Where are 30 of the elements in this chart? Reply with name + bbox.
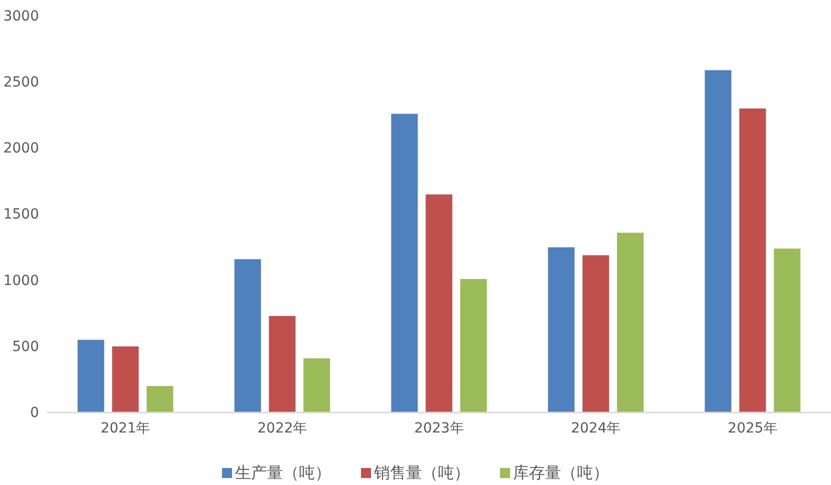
y-tick-label: 2500	[3, 74, 39, 91]
bar	[78, 340, 104, 412]
legend-label: 生产量（吨）	[235, 463, 331, 482]
bar	[774, 248, 800, 412]
bar	[426, 194, 452, 412]
legend-label: 销售量（吨）	[373, 463, 470, 482]
bar	[548, 247, 575, 412]
y-tick-label: 500	[12, 338, 39, 355]
y-tick-label: 3000	[3, 8, 39, 24]
x-tick-label: 2023年	[414, 420, 464, 436]
legend-label: 库存量（吨）	[513, 463, 609, 482]
x-tick-label: 2025年	[728, 420, 778, 436]
bar	[739, 108, 766, 412]
bar	[268, 316, 296, 412]
bar	[234, 259, 261, 412]
x-tick-label: 2022年	[257, 420, 308, 436]
y-tick-label: 0	[30, 404, 39, 421]
bar	[582, 255, 610, 412]
bar	[391, 114, 418, 412]
bar	[303, 358, 330, 412]
y-tick-label: 2000	[3, 140, 39, 157]
bar	[704, 70, 732, 412]
y-tick-label: 1000	[3, 272, 39, 289]
bar	[617, 232, 644, 412]
x-tick-label: 2024年	[570, 420, 621, 436]
bar	[112, 346, 139, 412]
y-tick-label: 1500	[3, 206, 39, 223]
x-tick-label: 2021年	[100, 420, 150, 436]
bar	[146, 386, 174, 412]
bar	[460, 279, 487, 412]
